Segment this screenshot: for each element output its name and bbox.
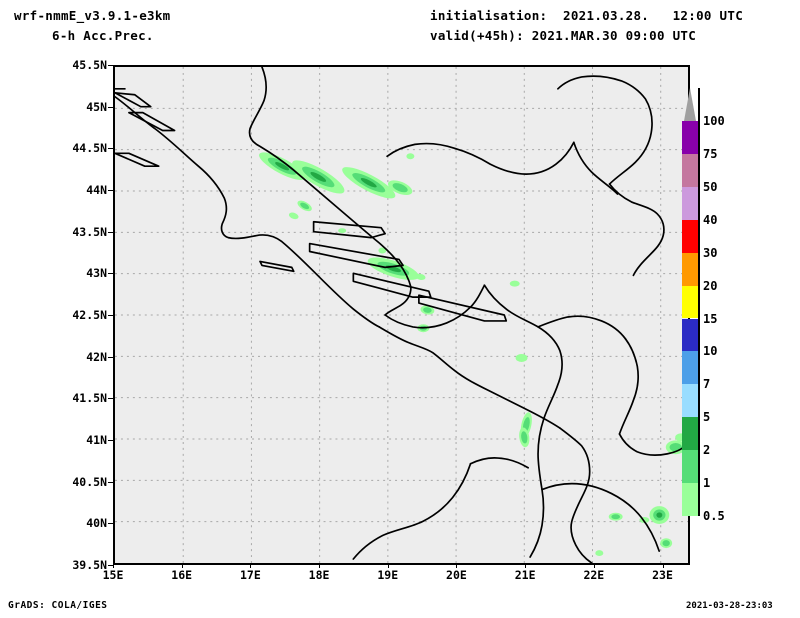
colorbar-band [682,252,698,286]
y-tick-label: 40.5N [72,474,107,489]
colorbar-band [682,186,698,220]
precipitation-field [259,152,688,557]
precip-cell [662,540,670,547]
precip-cell [378,247,387,254]
valid-time-label: valid(+45h): 2021.MAR.30 09:00 UTC [430,28,697,43]
colorbar-band [682,121,698,154]
y-tick-label: 40N [86,516,107,531]
colorbar-band [682,417,698,451]
precip-cell [415,273,426,281]
precip-cell [310,171,327,182]
colorbar-band [682,318,698,352]
x-tick-label: 22E [583,568,605,582]
x-tick-label: 15E [102,568,124,582]
precip-cell [300,202,310,210]
map-canvas [115,67,688,563]
colorbar-tick-label: 20 [703,278,718,293]
precip-cell [521,431,528,444]
x-tick-mark [181,563,183,568]
y-tick-label: 43N [86,266,107,281]
y-tick-label: 43.5N [72,224,107,239]
colorbar-overflow-arrow [682,88,698,121]
colorbar-tick-label: 1 [703,476,711,491]
colorbar-tick-label: 5 [703,410,711,425]
y-tick-mark [108,273,113,275]
y-tick-mark [108,315,113,316]
x-tick-mark [113,563,114,568]
x-tick-mark [593,563,595,568]
precip-cell [275,162,290,171]
colorbar-tick-label: 40 [703,212,718,227]
precip-cell [392,183,408,193]
precip-cell [611,514,621,520]
initialisation-label: initialisation: 2021.03.28. 12:00 UTC [430,8,744,23]
precip-cell [656,512,663,518]
x-tick-label: 17E [239,568,261,582]
colorbar[interactable] [682,121,700,516]
x-tick-label: 19E [377,568,399,582]
precip-cell [288,212,299,220]
precip-cell [423,307,432,313]
colorbar-band [682,285,698,319]
colorbar-band [682,450,698,484]
y-tick-label: 45N [86,99,107,114]
x-tick-label: 21E [514,568,536,582]
y-tick-mark [108,356,113,358]
y-tick-mark [108,523,113,525]
colorbar-band [682,219,698,253]
coastlines-and-borders [115,67,688,563]
field-title: 6-h Acc.Prec. [52,28,154,43]
y-tick-label: 41N [86,433,107,447]
x-tick-mark [525,563,527,568]
x-tick-label: 16E [171,568,193,582]
colorbar-tick-label: 15 [703,311,718,326]
precip-cell [360,178,377,188]
y-tick-mark [108,398,113,400]
y-tick-mark [108,65,113,66]
y-tick-mark [108,231,113,233]
colorbar-band [682,384,698,418]
y-tick-label: 41.5N [72,391,107,406]
precip-cell [515,354,528,362]
colorbar-band [682,351,698,385]
plot-timestamp: 2021-03-28-23:03 [686,601,773,611]
colorbar-tick-label: 0.5 [703,509,725,523]
y-tick-label: 42.5N [72,308,107,322]
x-tick-label: 18E [308,568,330,582]
precip-cell [595,550,604,557]
precip-cell [406,153,415,160]
y-tick-mark [108,481,113,483]
model-title: wrf-nmmE_v3.9.1-e3km [14,8,171,23]
y-tick-mark [108,106,113,108]
colorbar-tick-label: 50 [703,179,718,194]
y-tick-label: 39.5N [72,558,107,572]
colorbar-tick-label: 2 [703,443,711,458]
colorbar-tick-label: 7 [703,377,711,392]
x-tick-mark [387,563,389,568]
colorbar-tick-label: 75 [703,146,718,161]
grads-credit: GrADS: COLA/IGES [8,600,108,611]
y-tick-mark [108,565,113,566]
precip-cell [338,228,347,234]
precip-cell [509,280,520,287]
y-tick-label: 44.5N [72,141,107,156]
colorbar-band [682,483,698,516]
colorbar-tick-label: 100 [703,114,725,128]
colorbar-band [682,153,698,187]
x-tick-mark [456,563,458,568]
x-tick-label: 23E [652,568,673,582]
x-tick-mark [319,563,321,568]
x-tick-mark [250,563,252,568]
y-tick-label: 42N [86,349,107,364]
x-tick-mark [662,563,664,568]
y-tick-mark [108,190,113,191]
y-tick-mark [108,440,113,441]
y-tick-label: 44N [86,183,107,197]
precipitation-map [113,65,690,565]
y-tick-label: 45.5N [72,58,107,72]
colorbar-tick-label: 10 [703,344,718,359]
x-tick-label: 20E [446,568,467,582]
colorbar-tick-label: 30 [703,245,718,260]
y-tick-mark [108,148,113,150]
